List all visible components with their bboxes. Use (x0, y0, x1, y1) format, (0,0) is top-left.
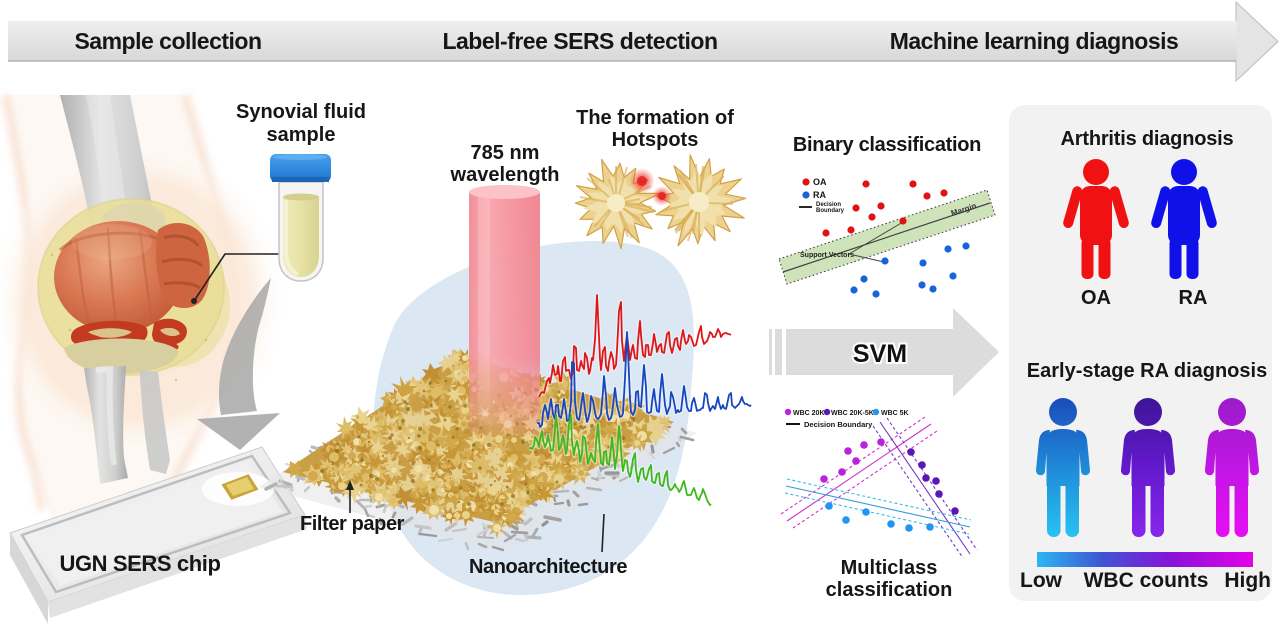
svg-text:Boundary: Boundary (816, 208, 845, 214)
svg-text:Decision: Decision (816, 202, 841, 208)
svg-text:UGN SERS chip: UGN SERS chip (59, 551, 220, 576)
svg-text:Nanoarchitecture: Nanoarchitecture (469, 556, 627, 578)
svg-text:Support Vectors: Support Vectors (800, 252, 854, 259)
svg-text:RA: RA (1179, 287, 1208, 309)
svg-text:sample: sample (267, 124, 336, 146)
svg-text:RA: RA (813, 190, 826, 200)
svg-text:High: High (1224, 569, 1271, 592)
svg-text:Synovial fluid: Synovial fluid (236, 101, 366, 123)
svg-text:OA: OA (813, 177, 827, 187)
svg-text:WBC 20K: WBC 20K (793, 410, 825, 417)
svg-text:WBC 5K: WBC 5K (881, 410, 909, 417)
svg-text:Binary classification: Binary classification (793, 134, 981, 156)
svg-text:Machine learning diagnosis: Machine learning diagnosis (890, 28, 1179, 54)
svg-text:Multiclass: Multiclass (841, 557, 938, 579)
svg-text:Arthritis diagnosis: Arthritis diagnosis (1061, 128, 1234, 150)
svg-text:SVM: SVM (853, 340, 907, 368)
svg-text:Early-stage RA diagnosis: Early-stage RA diagnosis (1027, 360, 1267, 382)
svg-text:WBC counts: WBC counts (1084, 569, 1209, 592)
svg-text:The formation of: The formation of (576, 107, 734, 129)
svg-text:Sample collection: Sample collection (74, 28, 261, 54)
svg-text:classification: classification (826, 579, 953, 601)
svg-text:WBC 20K-5K: WBC 20K-5K (831, 410, 874, 417)
svg-text:OA: OA (1081, 287, 1111, 309)
svg-text:wavelength: wavelength (450, 164, 560, 186)
svg-text:Label-free SERS detection: Label-free SERS detection (442, 28, 717, 54)
svg-text:Low: Low (1020, 569, 1063, 592)
svg-text:785 nm: 785 nm (471, 142, 540, 164)
svg-text:Filter paper: Filter paper (300, 513, 405, 535)
svg-text:Decision Boundary: Decision Boundary (804, 420, 873, 429)
svg-text:Hotspots: Hotspots (612, 129, 699, 151)
